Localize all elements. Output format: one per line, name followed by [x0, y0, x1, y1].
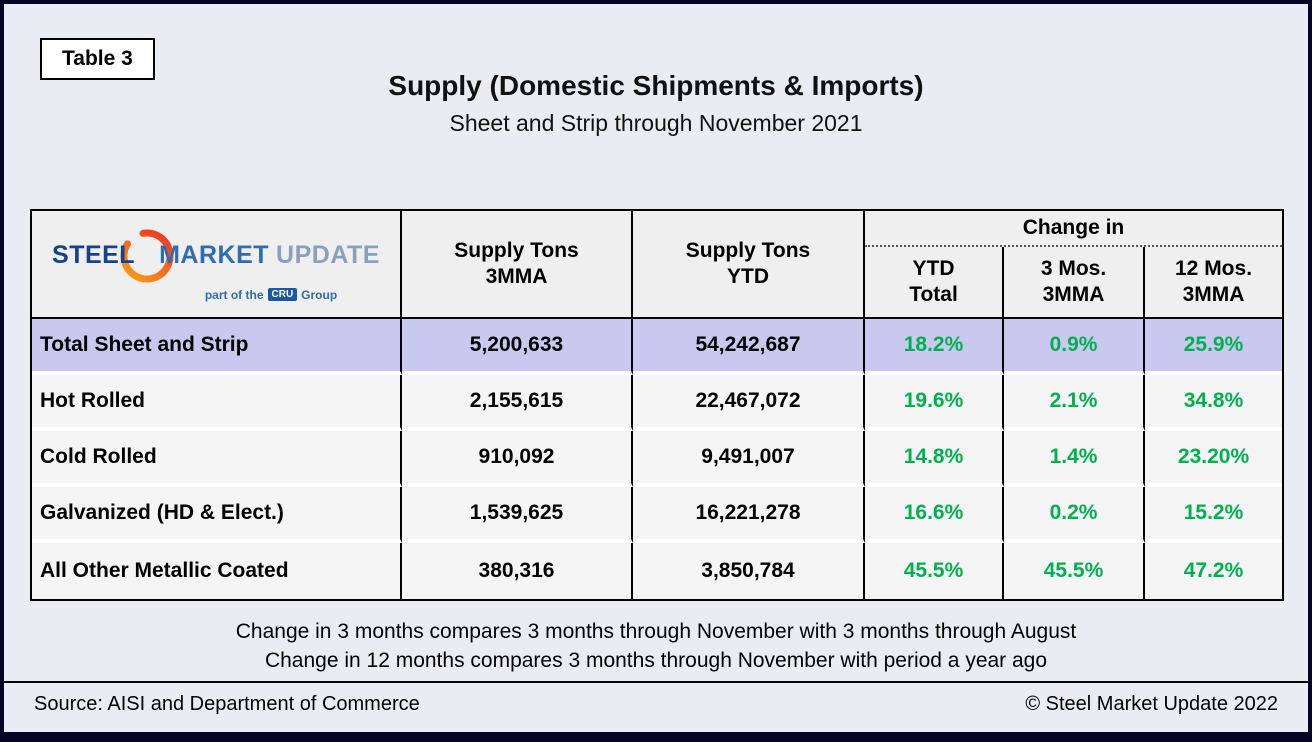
table-row: Total Sheet and Strip 5,200,633 54,242,6…: [32, 319, 1283, 375]
logo-market-text: MARKET: [159, 241, 270, 269]
logo-tagline-suffix: Group: [301, 287, 338, 302]
footnotes: Change in 3 months compares 3 months thr…: [4, 601, 1308, 675]
value-3mma: 2,155,615: [402, 375, 633, 431]
title-area: Table 3 Supply (Domestic Shipments & Imp…: [4, 4, 1308, 209]
value-3mma: 910,092: [402, 431, 633, 487]
table-row: Cold Rolled 910,092 9,491,007 14.8% 1.4%…: [32, 431, 1283, 487]
note-line-2: Change in 12 months compares 3 months th…: [264, 649, 1048, 672]
col-header-12mos-3mma: 12 Mos. 3MMA: [1145, 247, 1283, 319]
value-ytd: 54,242,687: [633, 319, 865, 375]
row-label: Cold Rolled: [32, 431, 402, 487]
pct-ytd-total: 45.5%: [865, 543, 1004, 599]
pct-3mos: 2.1%: [1004, 375, 1145, 431]
table-row: Hot Rolled 2,155,615 22,467,072 19.6% 2.…: [32, 375, 1283, 431]
logo-steel-text: STEEL: [52, 241, 136, 269]
pct-3mos: 1.4%: [1004, 431, 1145, 487]
page-subtitle: Sheet and Strip through November 2021: [449, 110, 863, 136]
pct-12mos: 25.9%: [1145, 319, 1283, 375]
pct-ytd-total: 18.2%: [865, 319, 1004, 375]
pct-ytd-total: 14.8%: [865, 431, 1004, 487]
pct-ytd-total: 16.6%: [865, 487, 1004, 543]
value-3mma: 5,200,633: [402, 319, 633, 375]
pct-12mos: 23.20%: [1145, 431, 1283, 487]
logo-update-text: UPDATE: [276, 241, 380, 269]
pct-12mos: 47.2%: [1145, 543, 1283, 599]
col-header-supply-3mma: Supply Tons 3MMA: [402, 211, 633, 319]
table-number-badge: Table 3: [40, 38, 155, 80]
value-ytd: 16,221,278: [633, 487, 865, 543]
change-in-header: Change in: [865, 211, 1283, 247]
copyright-text: © Steel Market Update 2022: [1025, 693, 1278, 715]
table-row: All Other Metallic Coated 380,316 3,850,…: [32, 543, 1283, 599]
table-row: Galvanized (HD & Elect.) 1,539,625 16,22…: [32, 487, 1283, 543]
source-text: Source: AISI and Department of Commerce: [34, 693, 420, 715]
pct-3mos: 45.5%: [1004, 543, 1145, 599]
page-title: Supply (Domestic Shipments & Imports): [388, 70, 924, 101]
logo-tagline-prefix: part of the: [204, 287, 264, 302]
pct-3mos: 0.9%: [1004, 319, 1145, 375]
logo-swoosh-icon: [118, 227, 176, 285]
value-ytd: 3,850,784: [633, 543, 865, 599]
pct-3mos: 0.2%: [1004, 487, 1145, 543]
value-3mma: 1,539,625: [402, 487, 633, 543]
value-3mma: 380,316: [402, 543, 633, 599]
value-ytd: 9,491,007: [633, 431, 865, 487]
row-label: All Other Metallic Coated: [32, 543, 402, 599]
pct-12mos: 15.2%: [1145, 487, 1283, 543]
col-header-ytd-total: YTD Total: [865, 247, 1004, 319]
row-label: Galvanized (HD & Elect.): [32, 487, 402, 543]
row-label: Total Sheet and Strip: [32, 319, 402, 375]
supply-table: STEEL: [30, 209, 1285, 601]
pct-ytd-total: 19.6%: [865, 375, 1004, 431]
col-header-supply-ytd: Supply Tons YTD: [633, 211, 865, 319]
cru-badge: CRU: [267, 288, 298, 301]
logo-header-cell: STEEL: [32, 211, 402, 319]
logo-tagline: part of the CRU Group: [205, 288, 337, 302]
note-line-1: Change in 3 months compares 3 months thr…: [235, 620, 1077, 643]
col-header-3mos-3mma: 3 Mos. 3MMA: [1004, 247, 1145, 319]
row-label: Hot Rolled: [32, 375, 402, 431]
pct-12mos: 34.8%: [1145, 375, 1283, 431]
smu-logo: STEEL: [32, 227, 400, 302]
footer-bar: Source: AISI and Department of Commerce …: [4, 681, 1308, 732]
value-ytd: 22,467,072: [633, 375, 865, 431]
